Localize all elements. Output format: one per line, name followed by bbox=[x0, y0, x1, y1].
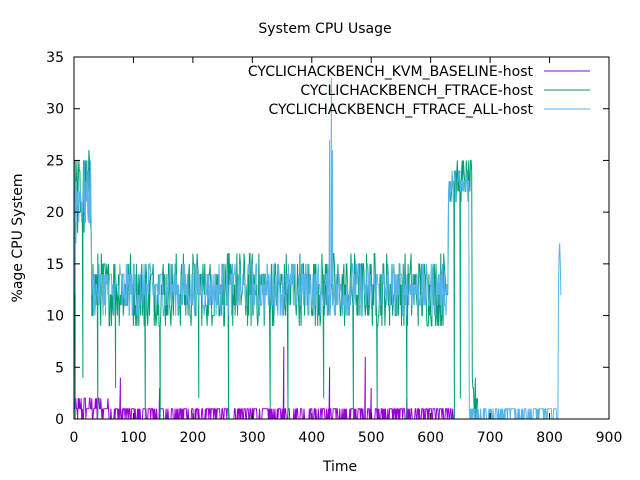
plot-area-border bbox=[73, 56, 610, 420]
x-tick-label: 300 bbox=[239, 430, 266, 446]
x-tick-label: 100 bbox=[120, 430, 147, 446]
x-tick-label: 800 bbox=[536, 430, 563, 446]
chart-title: System CPU Usage bbox=[258, 21, 391, 37]
legend: CYCLICHACKBENCH_KVM_BASELINE-host CYCLICH… bbox=[248, 64, 590, 118]
legend-label-2: CYCLICHACKBENCH_FTRACE-host bbox=[300, 83, 533, 99]
y-tick-label: 20 bbox=[46, 205, 64, 221]
x-axis-label: Time bbox=[322, 459, 357, 475]
x-tick-label: 700 bbox=[477, 430, 504, 446]
y-tick-label: 0 bbox=[55, 412, 64, 428]
x-tick-label: 200 bbox=[180, 430, 207, 446]
y-tick-label: 35 bbox=[46, 50, 64, 66]
y-tick-label: 5 bbox=[55, 360, 64, 376]
x-axis-ticks: 0 100 200 300 400 500 600 700 800 900 bbox=[70, 57, 623, 446]
legend-label-1: CYCLICHACKBENCH_KVM_BASELINE-host bbox=[248, 64, 534, 80]
x-tick-label: 900 bbox=[596, 430, 623, 446]
y-tick-label: 30 bbox=[46, 102, 64, 118]
series-layer bbox=[73, 77, 562, 420]
x-tick-label: 600 bbox=[417, 430, 444, 446]
x-tick-label: 500 bbox=[358, 430, 385, 446]
series-line-2 bbox=[73, 150, 479, 420]
x-tick-label: 400 bbox=[298, 430, 325, 446]
y-tick-label: 25 bbox=[46, 153, 64, 169]
legend-label-3: CYCLICHACKBENCH_FTRACE_ALL-host bbox=[268, 102, 533, 118]
x-tick-label: 0 bbox=[70, 430, 79, 446]
series-line-1 bbox=[74, 346, 477, 420]
series-line-3 bbox=[73, 77, 562, 420]
y-axis-label: %age CPU System bbox=[10, 174, 26, 303]
y-tick-label: 10 bbox=[46, 309, 64, 325]
y-axis-ticks: 0 5 10 15 20 25 30 35 bbox=[46, 50, 609, 428]
y-tick-label: 15 bbox=[46, 257, 64, 273]
